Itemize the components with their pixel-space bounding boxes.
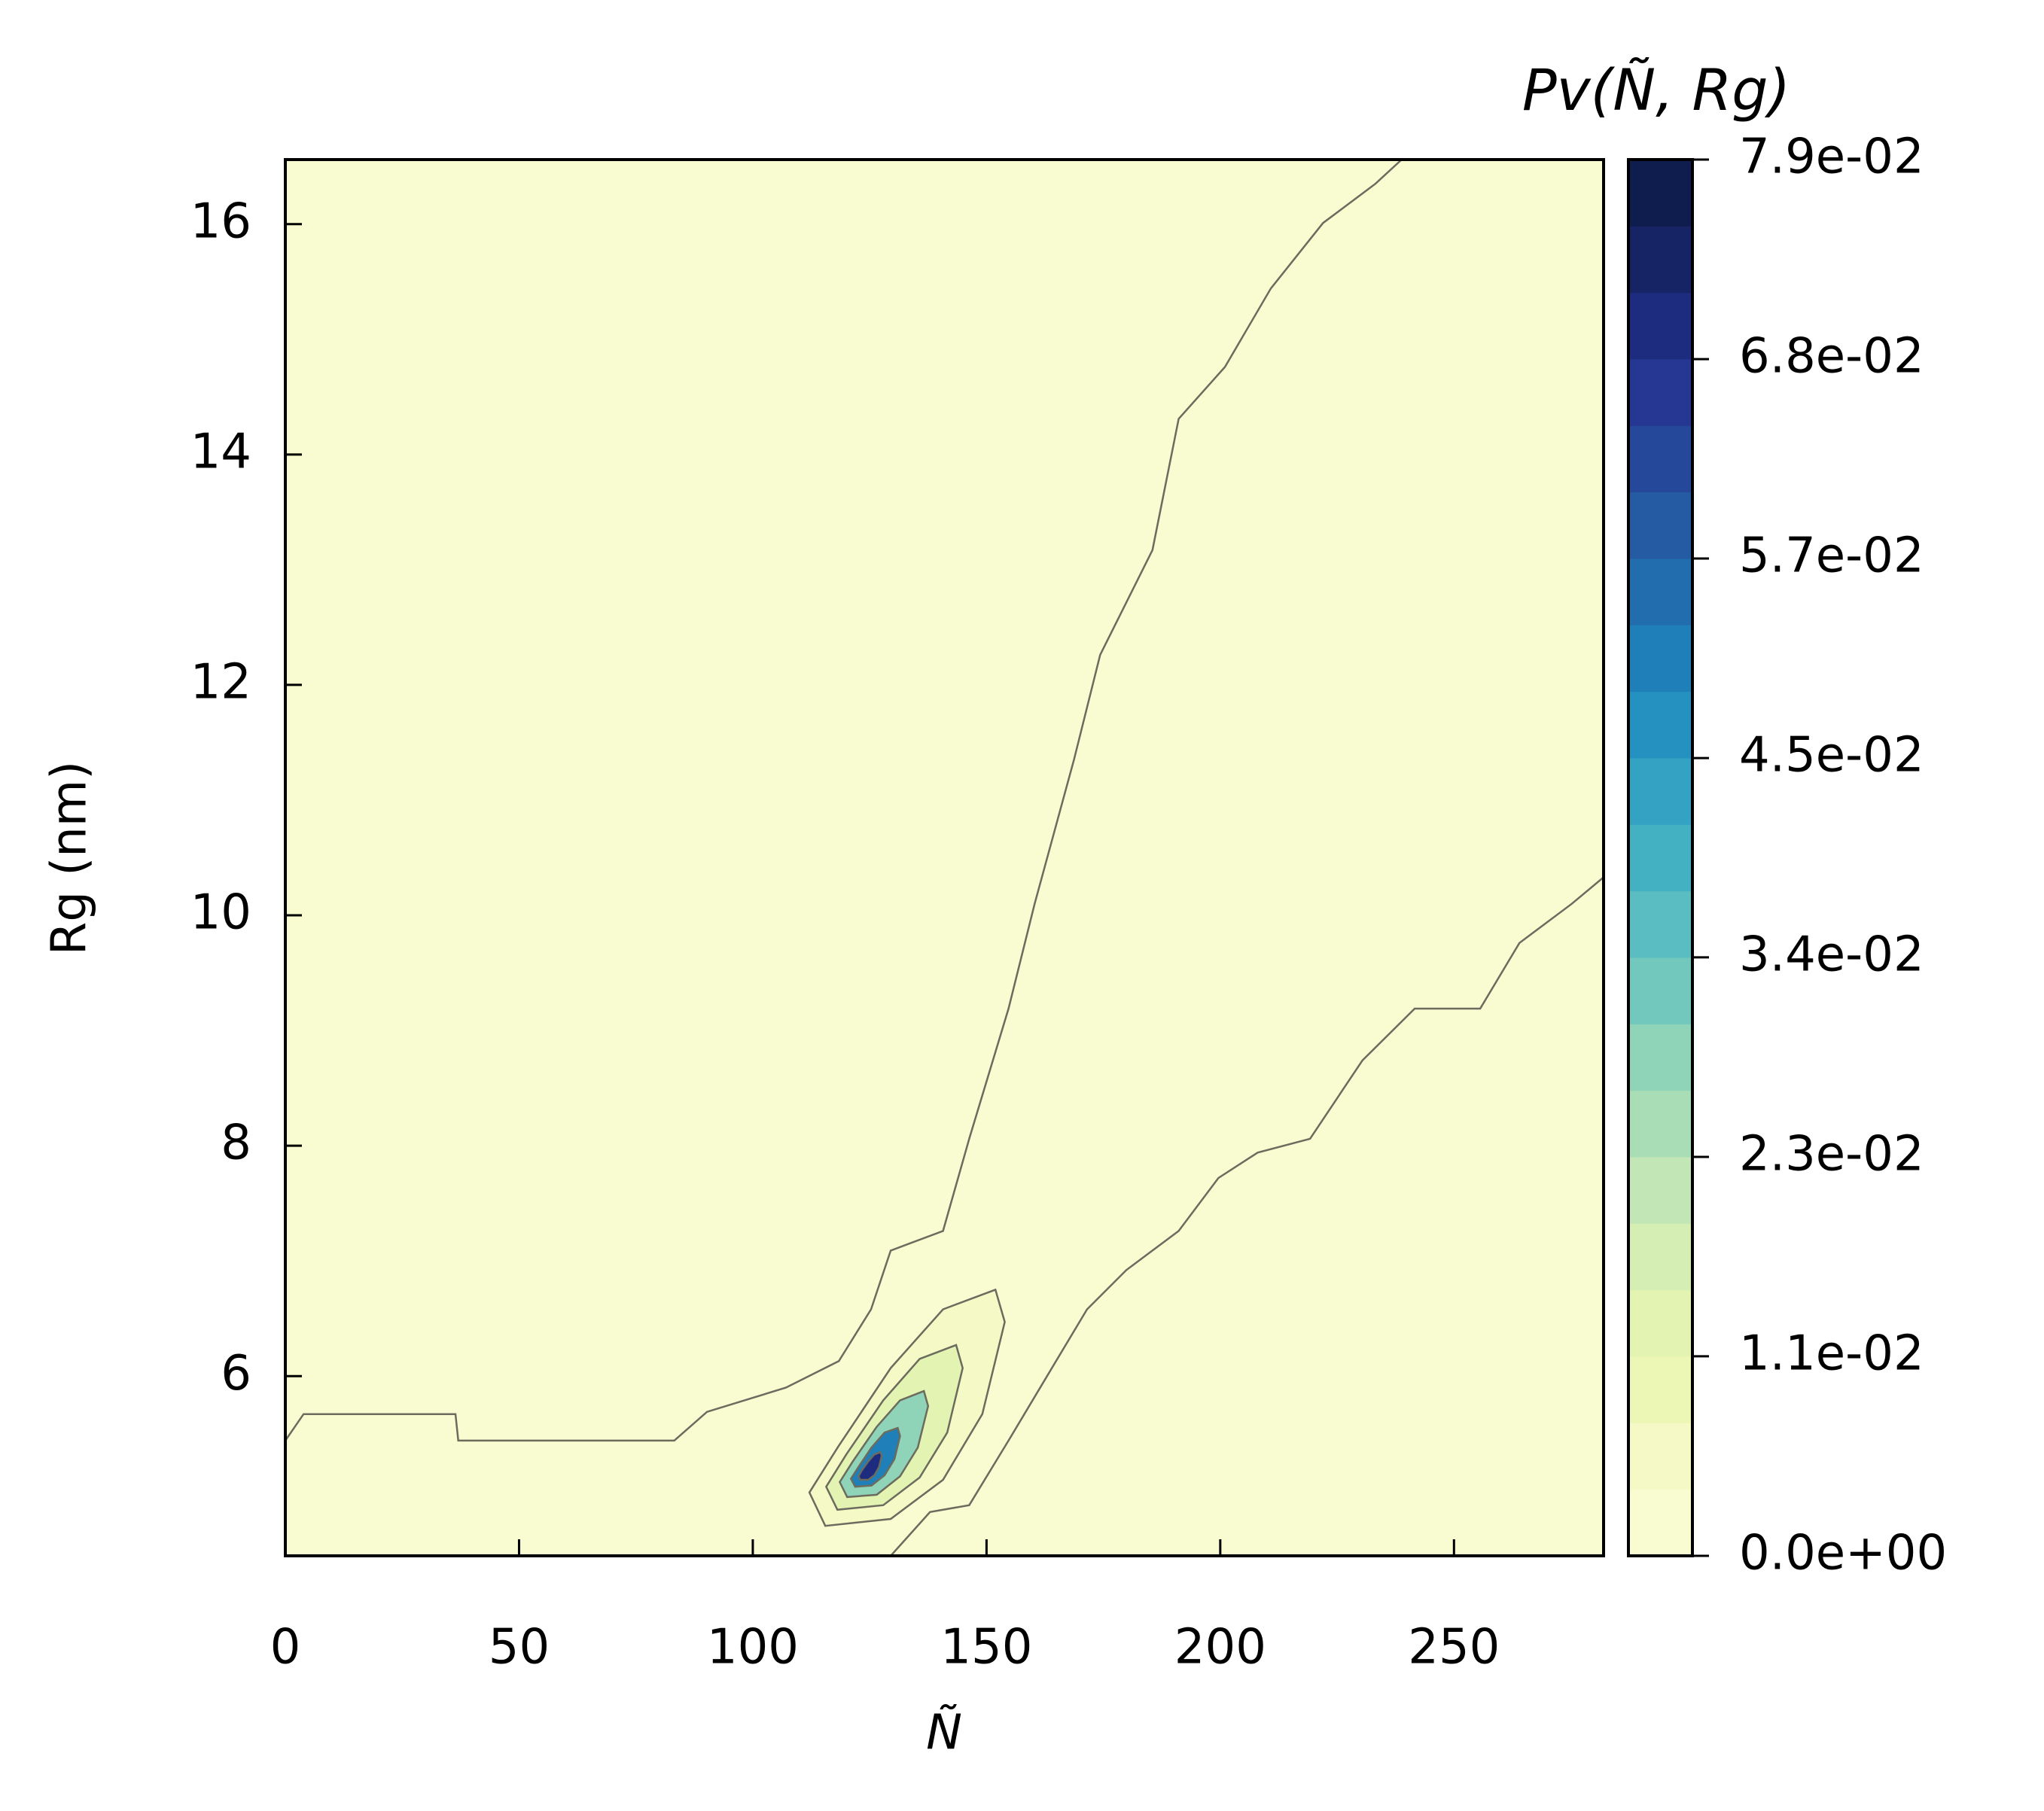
x-axis-label: Ñ [926,1705,962,1761]
colorbar-tick-label: 5.7e-02 [1739,528,1924,584]
colorbar-band [1628,1356,1692,1423]
colorbar-band [1628,226,1692,294]
colorbar-frame [1627,158,1694,1557]
plot-frame [284,158,1605,1557]
colorbar-band [1628,160,1692,227]
colorbar-tick-label: 4.5e-02 [1739,728,1924,784]
y-tick-label: 14 [190,424,251,479]
colorbar-band [1628,359,1692,426]
y-tick-label: 10 [190,885,251,941]
x-tick-label: 50 [489,1620,550,1676]
colorbar-band [1628,1489,1692,1557]
x-tick-label: 0 [270,1620,301,1676]
colorbar-band [1628,1024,1692,1091]
colorbar-label: Pv(Ñ, Rg) [1522,56,1790,123]
colorbar-band [1628,1157,1692,1224]
x-tick-label: 250 [1408,1620,1500,1676]
y-tick-label: 6 [221,1346,251,1402]
contour-line [857,1450,883,1481]
y-tick-label: 16 [190,193,251,249]
colorbar-band [1628,824,1692,892]
colorbar-band [1628,292,1692,360]
contour-line [285,160,1403,1442]
colorbar-band [1628,1289,1692,1357]
colorbar-tick-label: 1.1e-02 [1739,1326,1924,1381]
y-tick-label: 12 [190,654,251,710]
colorbar-band [1628,1090,1692,1158]
colorbar-band [1628,691,1692,759]
colorbar-band [1628,559,1692,625]
colorbar-tick-label: 2.3e-02 [1739,1127,1924,1182]
colorbar-band [1628,492,1692,559]
colorbar-tick-label: 7.9e-02 [1739,129,1924,185]
y-tick-label: 8 [221,1116,251,1171]
x-tick-label: 150 [940,1620,1032,1676]
colorbar-tick-label: 0.0e+00 [1739,1526,1947,1581]
colorbar-band [1628,758,1692,825]
colorbar-tick-label: 6.8e-02 [1739,329,1924,385]
colorbar-band [1628,957,1692,1024]
colorbar-tick-label: 3.4e-02 [1739,927,1924,983]
colorbar-band [1628,1223,1692,1291]
x-tick-label: 200 [1174,1620,1266,1676]
colorbar-band [1628,425,1692,493]
contour-line [890,876,1604,1556]
colorbar-band [1628,890,1692,958]
colorbar-band [1628,1423,1692,1490]
colorbar-band [1628,625,1692,692]
x-tick-label: 100 [707,1620,799,1676]
y-axis-label: Rg (nm) [42,761,98,955]
